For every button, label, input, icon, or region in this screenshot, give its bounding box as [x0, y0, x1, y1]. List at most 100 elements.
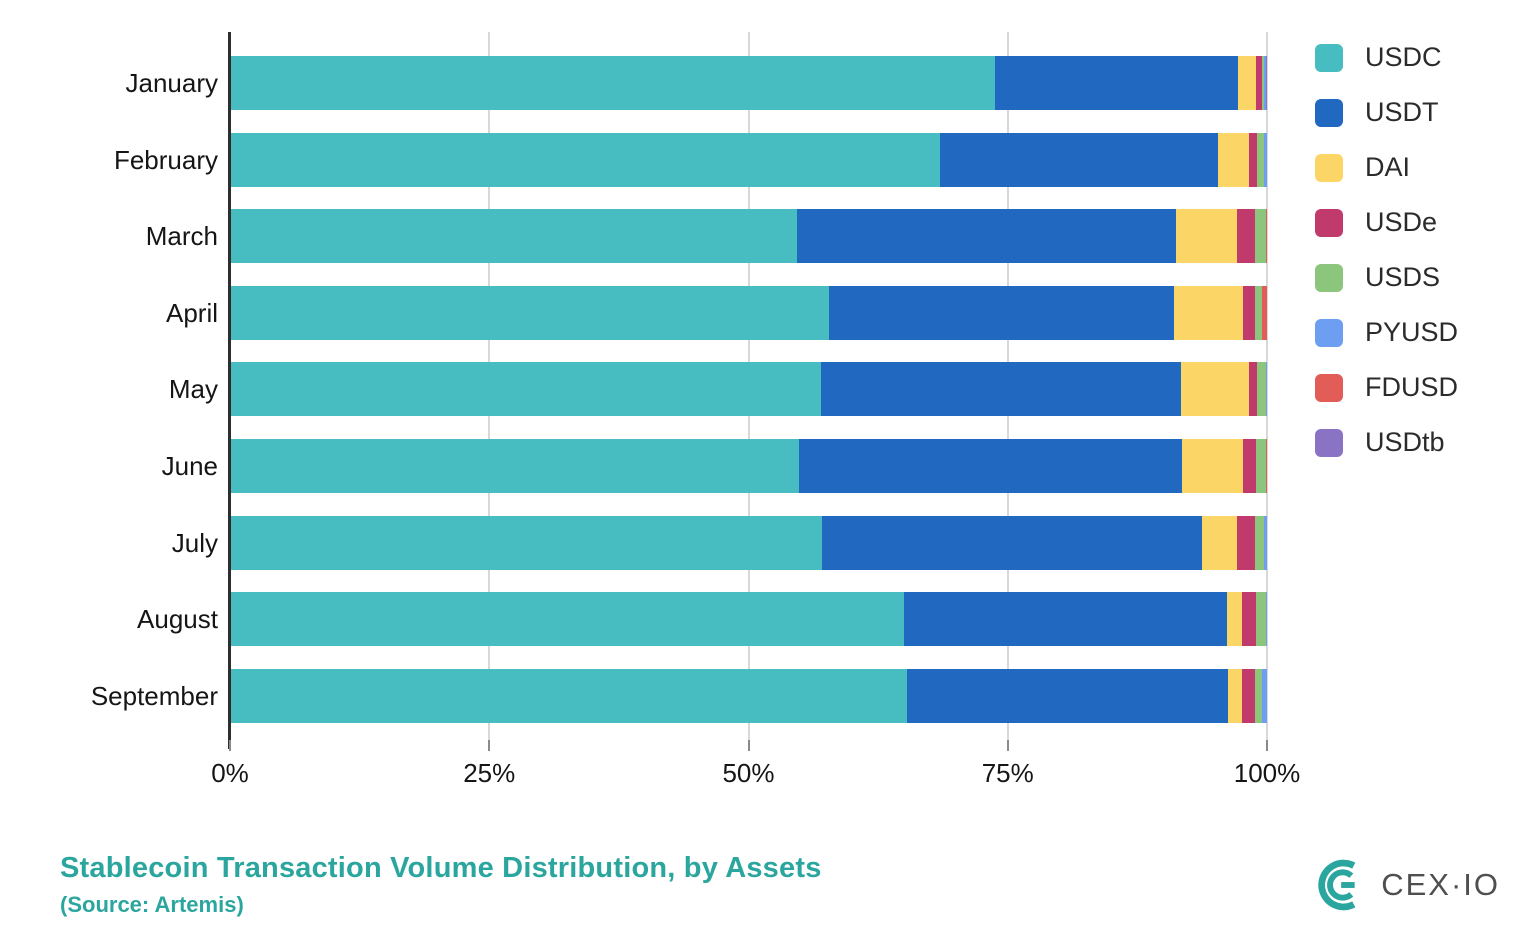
segment-usde-march [1236, 209, 1255, 264]
y-label-may: May [168, 374, 218, 405]
segment-dai-august [1226, 592, 1243, 647]
legend-item-usdt: USDT [1315, 85, 1458, 140]
bar-row-april [230, 285, 1267, 340]
legend-label-usds: USDS [1365, 262, 1441, 292]
segment-usdt-june [799, 439, 1182, 493]
bar-row-june [230, 439, 1267, 493]
segment-usdtb-january [1266, 56, 1267, 110]
segment-usds-february [1256, 132, 1264, 187]
segment-dai-april [1173, 285, 1244, 340]
segment-fdusd-march [1265, 209, 1267, 264]
x-tick-0 [229, 740, 231, 751]
segment-usdt-february [940, 132, 1219, 187]
segment-usdc-september [230, 668, 908, 723]
bar-row-july [230, 515, 1267, 570]
segment-usde-february [1249, 132, 1257, 187]
chart-subtitle: (Source: Artemis) [60, 892, 244, 917]
segment-usdc-june [230, 439, 800, 493]
segment-pyusd-february [1263, 132, 1267, 187]
segment-usdt-march [797, 209, 1176, 264]
bar-row-may [230, 362, 1267, 417]
segment-pyusd-september [1261, 668, 1267, 723]
x-tick-25 [488, 740, 491, 751]
y-label-july: July [171, 527, 218, 558]
legend-label-fdusd: FDUSD [1365, 372, 1458, 402]
legend-label-usdc: USDC [1365, 42, 1442, 72]
y-label-september: September [90, 680, 218, 711]
legend-item-usdtb: USDtb [1315, 415, 1458, 470]
y-axis-line [228, 32, 231, 749]
y-label-february: February [113, 144, 218, 175]
legend-item-dai: DAI [1315, 140, 1458, 195]
legend-label-usdtb: USDtb [1365, 427, 1445, 457]
legend-label-usdt: USDT [1365, 97, 1439, 127]
segment-pyusd-august [1265, 592, 1267, 647]
x-tick-label-75: 75% [981, 758, 1034, 788]
y-label-june: June [161, 451, 218, 481]
bar-row-february [230, 132, 1267, 187]
segment-usdt-august [904, 592, 1227, 647]
cexio-logo-text: CEX·IO [1381, 867, 1500, 902]
segment-usds-may [1256, 362, 1266, 417]
x-tick-label-100: 100% [1233, 758, 1301, 788]
segment-dai-july [1201, 515, 1237, 570]
segment-pyusd-may [1265, 362, 1267, 417]
segment-usdc-march [230, 209, 798, 264]
segment-usde-may [1249, 362, 1257, 417]
segment-usds-july [1254, 515, 1264, 570]
legend-swatch-usds [1315, 263, 1343, 292]
legend-label-dai: DAI [1365, 152, 1411, 182]
y-label-august: August [137, 604, 218, 635]
segment-dai-march [1175, 209, 1237, 264]
y-label-march: March [145, 221, 218, 252]
segment-usdt-july [822, 515, 1202, 570]
x-tick-label-50: 50% [722, 758, 775, 788]
segment-usdc-may [230, 362, 822, 417]
segment-usds-september [1254, 668, 1262, 723]
segment-fdusd-january [1265, 56, 1267, 110]
segment-dai-september [1227, 668, 1243, 723]
legend-item-usdc: USDC [1315, 30, 1458, 85]
legend-swatch-usdc [1315, 43, 1343, 72]
legend-swatch-fdusd [1315, 373, 1343, 402]
gridline-100 [1266, 32, 1268, 740]
legend-swatch-pyusd [1315, 318, 1343, 347]
segment-fdusd-april [1261, 285, 1267, 340]
x-tick-50 [747, 740, 750, 751]
segment-usds-january [1261, 56, 1264, 110]
x-tick-label-0: 0% [211, 758, 249, 788]
segment-usds-april [1254, 285, 1262, 340]
legend-label-usde: USDe [1365, 207, 1438, 237]
legend-label-pyusd: PYUSD [1365, 317, 1459, 347]
segment-usdt-april [829, 285, 1174, 340]
segment-usde-september [1242, 668, 1255, 723]
bar-row-march [230, 209, 1267, 264]
segment-dai-june [1181, 439, 1244, 493]
segment-usde-april [1243, 285, 1255, 340]
legend-item-pyusd: PYUSD [1315, 305, 1458, 360]
legend: USDC USDT DAI USDe USDS PYUSD FDUSD USDtb [1315, 30, 1458, 470]
cexio-logo: CEX·IO [1315, 858, 1500, 912]
segment-usds-august [1255, 592, 1266, 647]
legend-swatch-usde [1315, 208, 1343, 237]
segment-usds-june [1255, 439, 1266, 493]
cexio-logo-icon [1318, 859, 1356, 911]
segment-usde-january [1255, 56, 1262, 110]
bar-row-january [230, 56, 1267, 110]
y-label-april: April [165, 297, 218, 328]
x-tick-label-25: 25% [463, 758, 516, 788]
segment-usdt-september [907, 668, 1228, 723]
title-block: Stablecoin Transaction Volume Distributi… [60, 852, 822, 918]
plot-area [230, 32, 1268, 740]
segment-usdc-january [230, 56, 996, 110]
segment-dai-may [1180, 362, 1250, 417]
segment-usdc-august [230, 592, 905, 647]
y-label-january: January [125, 68, 219, 98]
segment-usdc-february [230, 132, 941, 187]
segment-usde-august [1242, 592, 1256, 647]
x-tick-100 [1266, 740, 1268, 751]
segment-usde-june [1243, 439, 1256, 493]
legend-item-fdusd: FDUSD [1315, 360, 1458, 415]
x-tick-75 [1006, 740, 1009, 751]
